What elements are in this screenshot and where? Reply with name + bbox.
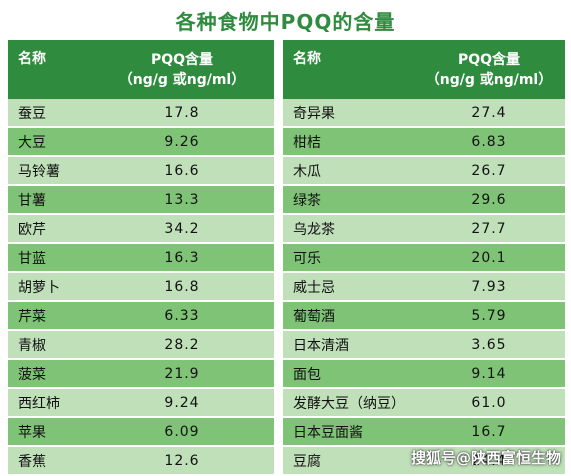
pqq-value-cell: 5.79 [413,301,565,331]
pqq-value-cell: 27.4 [413,99,565,128]
food-name-cell: 菠菜 [8,359,90,389]
food-name-cell: 威士忌 [283,272,413,302]
table-row: 木瓜 26.7 [283,156,565,186]
food-name-cell: 日本清酒 [283,330,413,360]
food-name-cell: 甘蓝 [8,243,90,273]
pqq-value-cell: 29.6 [413,185,565,215]
table-row: 日本清酒 3.65 [283,330,565,360]
table-row: 香蕉 12.6 [8,446,274,476]
table-row: 胡萝卜 16.8 [8,272,274,302]
pqq-value-cell: 9.24 [90,388,274,418]
table-body-right: 奇异果 27.4 柑桔 6.83 木瓜 26.7 绿茶 29.6 乌龙茶 27.7 可乐 20.1 威士… [283,99,565,476]
food-name-cell: 面包 [283,359,413,389]
pqq-value-cell: 16.8 [90,272,274,302]
table-row: 威士忌 7.93 [283,272,565,302]
pqq-value-cell: 6.83 [413,127,565,157]
food-name-cell: 可乐 [283,243,413,273]
column-header-pqq-line1: PQQ含量 [457,51,521,68]
food-name-cell: 西红柿 [8,388,90,418]
food-name-cell: 日本豆面酱 [283,417,413,447]
column-header-name: 名称 [8,40,90,99]
table-row: 马铃薯 16.6 [8,156,274,186]
pqq-value-cell: 16.7 [413,417,565,447]
table-header-row: 名称 PQQ含量 （ng/g 或ng/ml） [283,40,565,99]
food-name-cell: 甘薯 [8,185,90,215]
table-row: 大豆 9.26 [8,127,274,157]
table-row: 可乐 20.1 [283,243,565,273]
food-name-cell: 蚕豆 [8,99,90,128]
food-name-cell: 豆腐 [283,446,413,476]
column-header-pqq-line2: （ng/g 或ng/ml） [425,71,553,88]
pqq-value-cell: 13.3 [90,185,274,215]
table-row: 欧芹 34.2 [8,214,274,244]
pqq-value-cell: 7.93 [413,272,565,302]
column-header-pqq: PQQ含量 （ng/g 或ng/ml） [413,40,565,99]
table-row: 葡萄酒 5.79 [283,301,565,331]
pqq-value-cell: 21.9 [90,359,274,389]
column-header-name: 名称 [283,40,413,99]
column-header-pqq: PQQ含量 （ng/g 或ng/ml） [90,40,274,99]
pqq-value-cell: 6.33 [90,301,274,331]
table-row: 发酵大豆（纳豆） 61.0 [283,388,565,418]
watermark: 搜狐号@陕西富恒生物 [410,449,561,467]
food-name-cell: 柑桔 [283,127,413,157]
table-row: 甘蓝 16.3 [8,243,274,273]
pqq-value-cell: 9.14 [413,359,565,389]
table-row: 柑桔 6.83 [283,127,565,157]
table-row: 甘薯 13.3 [8,185,274,215]
page-title: 各种食物中PQQ的含量 [175,10,396,34]
pqq-value-cell: 6.09 [90,417,274,447]
table-row: 奇异果 27.4 [283,99,565,128]
table-row: 西红柿 9.24 [8,388,274,418]
food-name-cell: 苹果 [8,417,90,447]
food-name-cell: 奇异果 [283,99,413,128]
table-row: 绿茶 29.6 [283,185,565,215]
table-row: 面包 9.14 [283,359,565,389]
column-header-pqq-line1: PQQ含量 [150,51,214,68]
pqq-value-cell: 61.0 [413,388,565,418]
table-row: 苹果 6.09 [8,417,274,447]
food-name-cell: 木瓜 [283,156,413,186]
food-name-cell: 马铃薯 [8,156,90,186]
table-header-row: 名称 PQQ含量 （ng/g 或ng/ml） [8,40,274,99]
pqq-value-cell: 34.2 [90,214,274,244]
pqq-value-cell: 9.26 [90,127,274,157]
food-name-cell: 胡萝卜 [8,272,90,302]
food-name-cell: 香蕉 [8,446,90,476]
table-row: 青椒 28.2 [8,330,274,360]
food-name-cell: 发酵大豆（纳豆） [283,388,413,418]
table-row: 蚕豆 17.8 [8,99,274,128]
table-row: 日本豆面酱 16.7 [283,417,565,447]
food-name-cell: 大豆 [8,127,90,157]
food-name-cell: 葡萄酒 [283,301,413,331]
table-row: 菠菜 21.9 [8,359,274,389]
table-row: 芹菜 6.33 [8,301,274,331]
table-row: 豆腐 24.4 [283,446,565,476]
pqq-table-left: 名称 PQQ含量 （ng/g 或ng/ml） 蚕豆 17.8 大豆 9.26 马铃薯 16… [8,40,274,476]
food-name-cell: 绿茶 [283,185,413,215]
pqq-value-cell: 16.6 [90,156,274,186]
pqq-value-cell: 3.65 [413,330,565,360]
column-header-pqq-line2: （ng/g 或ng/ml） [118,71,246,88]
food-name-cell: 欧芹 [8,214,90,244]
table-row: 乌龙茶 27.7 [283,214,565,244]
food-name-cell: 芹菜 [8,301,90,331]
food-name-cell: 青椒 [8,330,90,360]
pqq-value-cell: 20.1 [413,243,565,273]
pqq-value-cell: 24.4 [413,446,565,476]
pqq-value-cell: 12.6 [90,446,274,476]
pqq-value-cell: 17.8 [90,99,274,128]
pqq-value-cell: 26.7 [413,156,565,186]
pqq-value-cell: 28.2 [90,330,274,360]
pqq-table-right: 名称 PQQ含量 （ng/g 或ng/ml） 奇异果 27.4 柑桔 6.83 木瓜 26… [283,40,565,476]
pqq-value-cell: 16.3 [90,243,274,273]
food-name-cell: 乌龙茶 [283,214,413,244]
pqq-value-cell: 27.7 [413,214,565,244]
table-body-left: 蚕豆 17.8 大豆 9.26 马铃薯 16.6 甘薯 13.3 欧芹 34.2 甘蓝 16.3 胡萝卜… [8,99,274,476]
